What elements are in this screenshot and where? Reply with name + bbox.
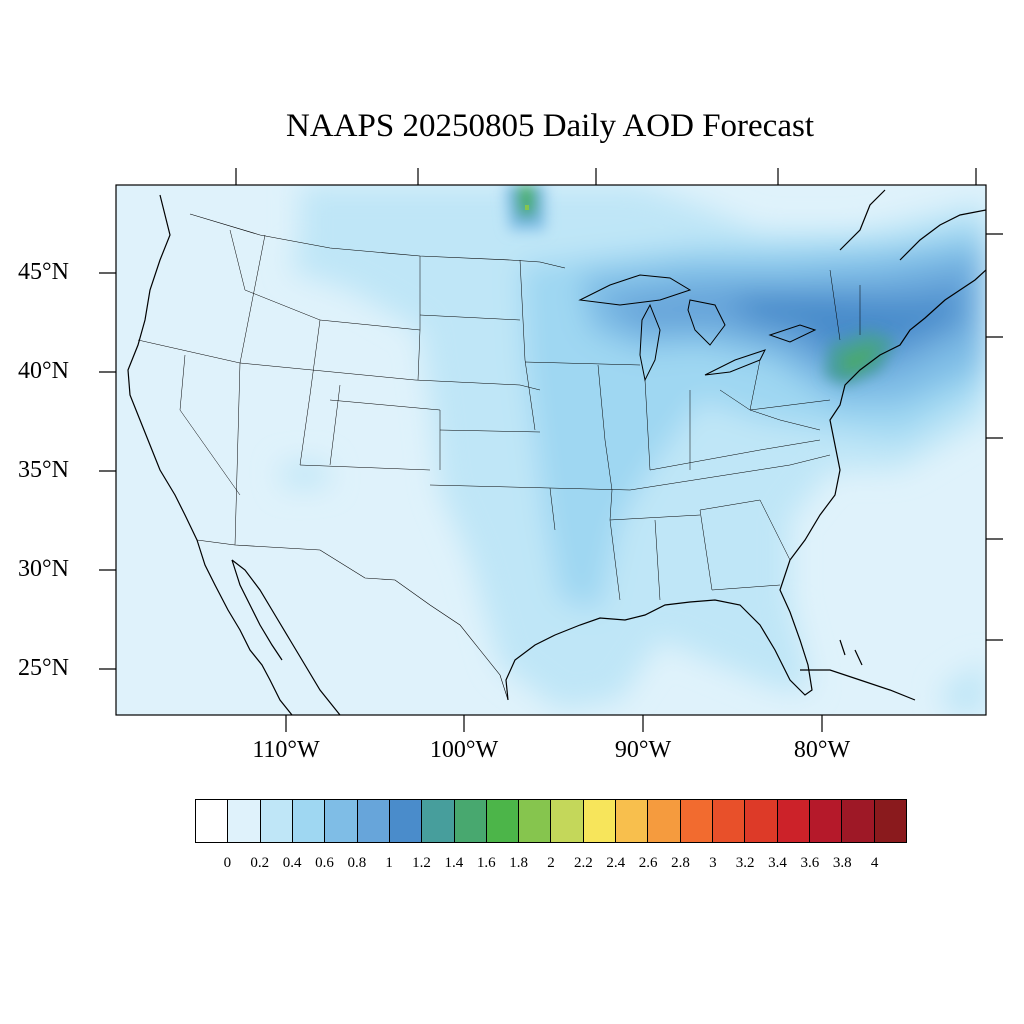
colorbar-labels: 0 0.2 0.4 0.6 0.8 1 1.2 1.4 1.6 1.8 2 2.2 2.4 2.6 2.8 3… xyxy=(0,855,1024,875)
state-borders xyxy=(137,229,861,601)
aod-band-0.2-west xyxy=(280,462,330,488)
map-frame xyxy=(115,184,987,716)
aod-band-0.2-bottom-right xyxy=(940,660,986,715)
lake-ontario xyxy=(768,324,817,343)
lake-huron xyxy=(687,299,726,346)
lake-superior xyxy=(578,274,692,306)
bahamas xyxy=(839,639,863,666)
colorbar-tick-label: 2.6 xyxy=(638,855,658,871)
colorbar-tick-label: 2.2 xyxy=(573,855,593,871)
colorbar-swatch xyxy=(874,800,906,842)
colorbar-tick-label: 3.8 xyxy=(832,855,852,871)
colorbar-tick-label: 3.6 xyxy=(800,855,820,871)
colorbar-swatch xyxy=(616,800,649,842)
aod-band-1.0 xyxy=(730,290,960,365)
colorbar-tick-label: 0.2 xyxy=(250,855,270,871)
lon-label-90: 90°W xyxy=(614,737,672,763)
aod-core-1.4 xyxy=(842,345,878,372)
colorbar-tick-label: 1.2 xyxy=(412,855,431,871)
colorbar-swatch xyxy=(745,800,778,842)
mexico-gulf-california xyxy=(231,559,341,715)
colorbar xyxy=(195,799,907,843)
lat-label-35: 35°N xyxy=(18,457,69,483)
colorbar-swatch xyxy=(680,800,713,842)
baja-coast xyxy=(196,539,293,715)
colorbar-tick-label: 0.6 xyxy=(315,855,334,871)
west-coast xyxy=(127,194,198,541)
colorbar-tick-label: 1 xyxy=(385,855,393,871)
colorbar-swatch xyxy=(454,800,487,842)
colorbar-swatch xyxy=(357,800,390,842)
colorbar-tick-label: 3.4 xyxy=(768,855,787,871)
colorbar-tick-label: 1.4 xyxy=(444,855,464,871)
map-title: NAAPS 20250805 Daily AOD Forecast xyxy=(286,108,814,144)
lon-label-110: 110°W xyxy=(252,737,320,763)
lat-label-45: 45°N xyxy=(18,259,69,285)
colorbar-swatch xyxy=(196,800,229,842)
gulf-coast xyxy=(505,559,813,701)
canada-maritime xyxy=(899,209,986,261)
lat-label-30: 30°N xyxy=(18,556,69,582)
colorbar-swatch xyxy=(648,800,681,842)
colorbar-swatch xyxy=(551,800,584,842)
colorbar-swatch xyxy=(260,800,293,842)
colorbar-swatch xyxy=(325,800,358,842)
colorbar-swatch xyxy=(519,800,552,842)
colorbar-tick-label: 3.2 xyxy=(735,855,755,871)
cuba xyxy=(800,669,916,701)
colorbar-swatch xyxy=(389,800,423,842)
colorbar-swatch xyxy=(842,800,875,842)
colorbar-tick-label: 0.8 xyxy=(347,855,367,871)
colorbar-swatch xyxy=(777,800,810,842)
colorbar-swatch xyxy=(292,800,326,842)
colorbar-tick-label: 2.8 xyxy=(671,855,690,871)
colorbar-swatch xyxy=(583,800,617,842)
baja-gulf-coast xyxy=(231,559,283,661)
colorbar-tick-label: 1.6 xyxy=(476,855,496,871)
mexico-border xyxy=(196,539,509,701)
lake-erie xyxy=(704,349,766,376)
lon-label-100: 100°W xyxy=(429,737,499,763)
lon-label-80: 80°W xyxy=(793,737,851,763)
colorbar-tick-label: 3 xyxy=(709,855,717,871)
colorbar-swatch xyxy=(486,800,520,842)
colorbar-tick-label: 2 xyxy=(547,855,555,871)
axis-ticks xyxy=(99,168,1003,732)
colorbar-swatch xyxy=(809,800,843,842)
colorbar-tick-label: 2.4 xyxy=(606,855,626,871)
colorbar-tick-label: 0.4 xyxy=(282,855,302,871)
colorbar-tick-label: 0 xyxy=(223,855,232,871)
colorbar-swatch xyxy=(713,800,746,842)
east-coast xyxy=(789,269,986,561)
colorbar-swatch xyxy=(422,800,455,842)
lat-label-40: 40°N xyxy=(18,358,69,384)
aod-peak-dot xyxy=(525,205,529,210)
lat-label-25: 25°N xyxy=(18,655,69,681)
canada-northeast xyxy=(839,189,886,251)
colorbar-swatch xyxy=(228,800,261,842)
colorbar-tick-label: 1.8 xyxy=(509,855,528,871)
colorbar-tick-label: 4 xyxy=(870,855,879,871)
